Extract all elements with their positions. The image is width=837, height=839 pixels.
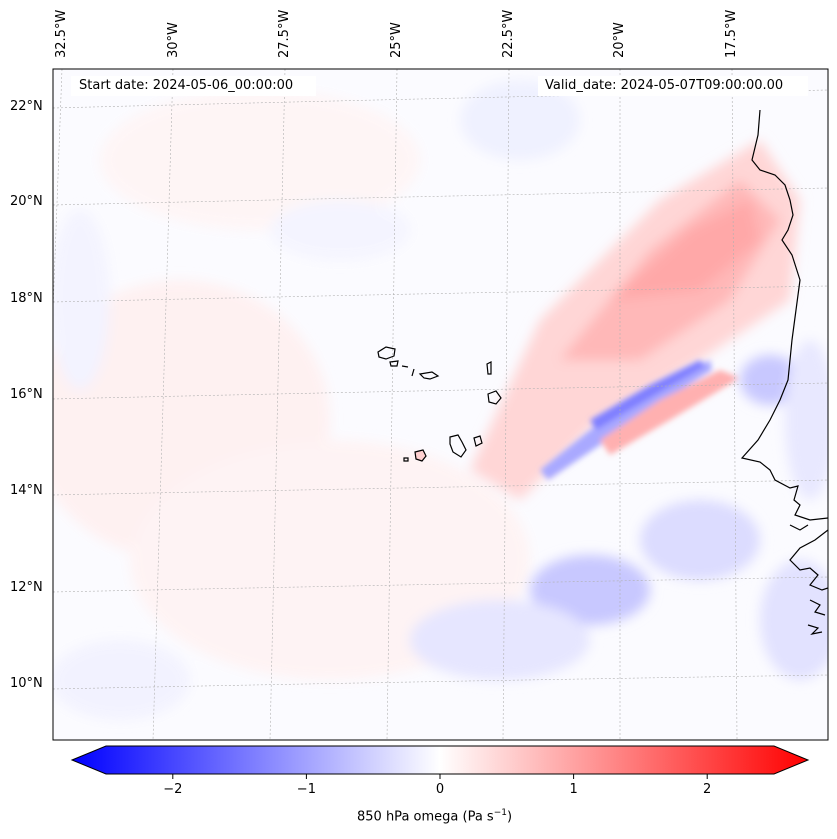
lat-label: 18°N bbox=[10, 291, 43, 306]
map-frame bbox=[52, 68, 829, 741]
lon-label: 22.5°W bbox=[501, 9, 516, 58]
lat-label: 16°N bbox=[10, 387, 43, 402]
lat-label: 14°N bbox=[10, 483, 43, 498]
start-date-label: Start date: 2024-05-06_00:00:00 bbox=[79, 78, 294, 93]
lon-label: 27.5°W bbox=[277, 9, 292, 58]
lat-label: 22°N bbox=[10, 99, 43, 114]
colorbar-tick-label: −2 bbox=[163, 782, 183, 797]
lon-label: 32.5°W bbox=[54, 9, 69, 58]
lat-label: 12°N bbox=[10, 580, 43, 595]
colorbar-ticks bbox=[172, 774, 708, 779]
colorbar-tick-label: −1 bbox=[296, 782, 316, 797]
colorbar-tick-label: 0 bbox=[435, 782, 445, 797]
lon-label: 30°W bbox=[166, 22, 181, 58]
lon-label: 25°W bbox=[389, 22, 404, 58]
lat-label: 20°N bbox=[10, 194, 43, 209]
colorbar-label: 850 hPa omega (Pa s−1) bbox=[357, 808, 512, 824]
lon-label: 17.5°W bbox=[724, 9, 739, 58]
valid-date-label: Valid_date: 2024-05-07T09:00:00.00 bbox=[545, 78, 784, 93]
colorbar-label-close: ) bbox=[506, 809, 513, 825]
lat-label: 10°N bbox=[10, 676, 43, 691]
colorbar-tick-label: 2 bbox=[703, 782, 712, 797]
colorbar-label-exponent: −1 bbox=[493, 808, 507, 818]
colorbar bbox=[70, 745, 810, 775]
colorbar-tick-label: 1 bbox=[569, 782, 578, 797]
colorbar-label-text: 850 hPa omega (Pa s bbox=[357, 809, 494, 825]
omega-field bbox=[53, 69, 828, 740]
lon-label: 20°W bbox=[612, 22, 627, 58]
cape-verde-islands bbox=[377, 346, 502, 462]
african-coastline bbox=[740, 109, 828, 635]
